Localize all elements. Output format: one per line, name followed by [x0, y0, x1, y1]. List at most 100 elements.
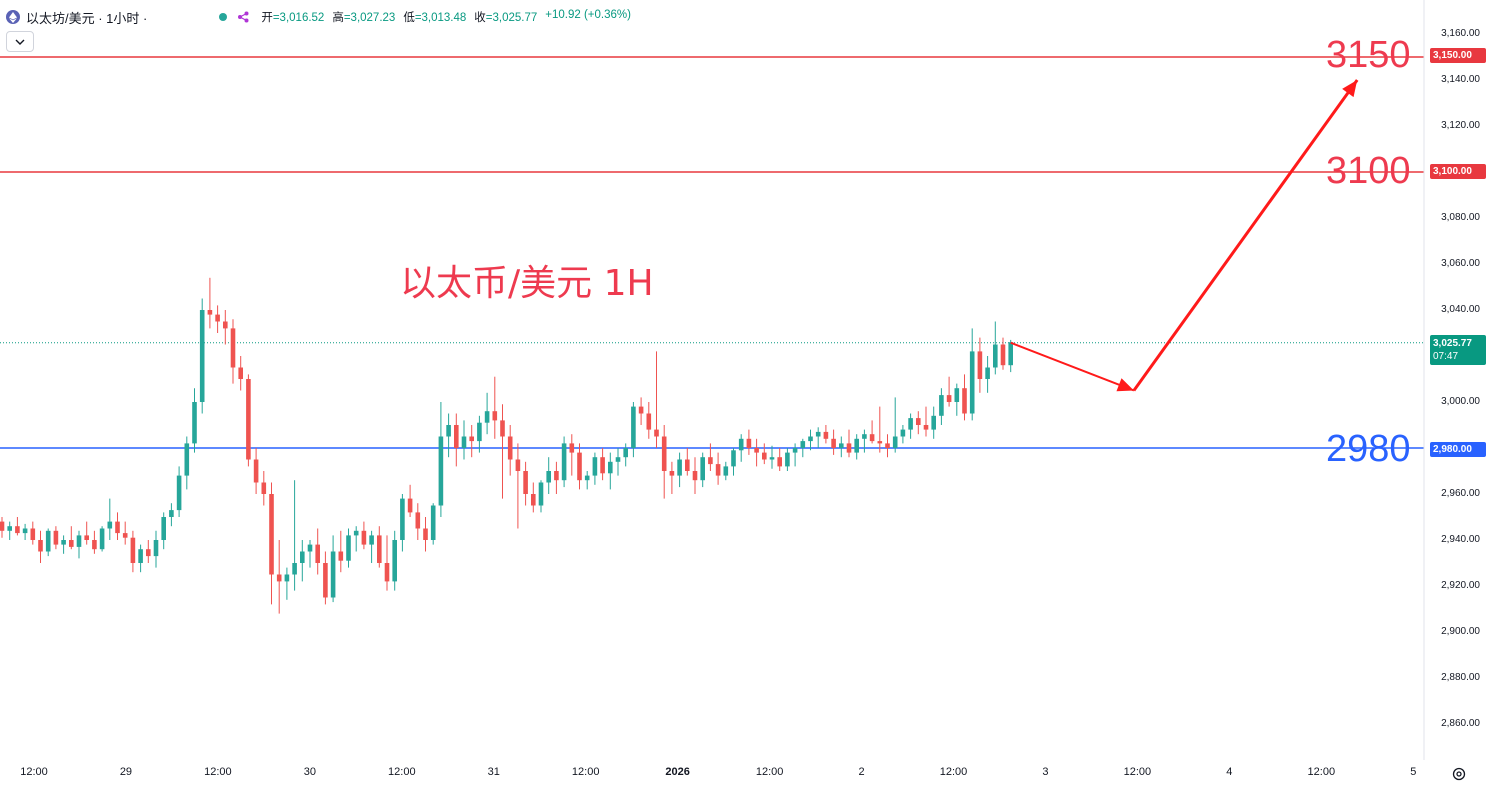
candle[interactable]	[731, 448, 736, 476]
candle[interactable]	[446, 413, 451, 458]
candle[interactable]	[22, 523, 28, 540]
candle[interactable]	[477, 415, 482, 453]
candle[interactable]	[954, 383, 960, 416]
candle[interactable]	[831, 429, 836, 455]
candle[interactable]	[777, 448, 782, 471]
candle[interactable]	[800, 438, 806, 458]
candle[interactable]	[792, 443, 798, 467]
candle[interactable]	[146, 540, 151, 563]
candle[interactable]	[92, 530, 97, 554]
candle[interactable]	[107, 498, 113, 540]
collapse-legend-button[interactable]	[6, 31, 34, 52]
candle[interactable]	[900, 425, 906, 444]
candle[interactable]	[846, 429, 852, 458]
candle[interactable]	[977, 337, 983, 393]
candle[interactable]	[246, 374, 251, 467]
candle[interactable]	[384, 535, 390, 591]
candle[interactable]	[130, 530, 136, 573]
candle[interactable]	[985, 356, 990, 393]
candle[interactable]	[30, 521, 36, 545]
candle[interactable]	[361, 521, 367, 550]
candle[interactable]	[484, 392, 490, 435]
candle[interactable]	[916, 411, 921, 435]
candle[interactable]	[1000, 337, 1006, 370]
candle[interactable]	[76, 530, 82, 559]
candle[interactable]	[253, 448, 259, 494]
candle[interactable]	[608, 452, 613, 490]
candle[interactable]	[423, 517, 428, 552]
candle[interactable]	[430, 503, 436, 545]
candle[interactable]	[815, 427, 821, 448]
candle[interactable]	[554, 461, 559, 494]
candle[interactable]	[122, 521, 128, 545]
candle[interactable]	[215, 305, 220, 333]
candle[interactable]	[892, 397, 898, 453]
candle[interactable]	[962, 374, 967, 421]
candle[interactable]	[569, 434, 575, 476]
candle[interactable]	[369, 530, 374, 563]
candle[interactable]	[469, 425, 474, 458]
candle[interactable]	[708, 443, 713, 471]
candle[interactable]	[592, 452, 598, 485]
candle[interactable]	[785, 448, 790, 471]
candle[interactable]	[38, 530, 43, 563]
candle[interactable]	[61, 535, 66, 554]
candle[interactable]	[546, 457, 551, 494]
candle[interactable]	[623, 443, 628, 467]
candle[interactable]	[692, 457, 698, 494]
candle[interactable]	[523, 461, 528, 506]
candle[interactable]	[638, 397, 644, 425]
candle[interactable]	[338, 530, 344, 573]
candle[interactable]	[685, 448, 690, 476]
candle[interactable]	[461, 420, 467, 460]
candle[interactable]	[769, 445, 775, 469]
candle[interactable]	[438, 402, 444, 517]
candle[interactable]	[500, 404, 505, 499]
candle[interactable]	[615, 448, 621, 476]
candle[interactable]	[45, 528, 51, 557]
chart-settings-button[interactable]	[1450, 765, 1468, 783]
candle[interactable]	[700, 452, 705, 488]
candle[interactable]	[577, 443, 582, 490]
candle[interactable]	[507, 425, 513, 476]
candle[interactable]	[1008, 339, 1013, 373]
candle[interactable]	[754, 438, 759, 467]
candle[interactable]	[600, 448, 605, 481]
candle[interactable]	[908, 413, 913, 439]
candle[interactable]	[392, 530, 397, 591]
candle[interactable]	[284, 567, 290, 600]
candle[interactable]	[931, 406, 936, 439]
candle[interactable]	[869, 420, 875, 444]
candle[interactable]	[153, 530, 159, 568]
candle[interactable]	[0, 517, 5, 538]
candle[interactable]	[762, 443, 767, 465]
candle[interactable]	[823, 425, 829, 444]
candle[interactable]	[169, 503, 174, 527]
candle[interactable]	[969, 328, 975, 421]
candle[interactable]	[492, 376, 498, 439]
candle[interactable]	[631, 402, 636, 458]
candle[interactable]	[923, 406, 929, 437]
candle[interactable]	[230, 319, 236, 384]
candle[interactable]	[939, 388, 944, 425]
candle[interactable]	[300, 540, 305, 582]
candle[interactable]	[677, 452, 682, 488]
candle[interactable]	[885, 434, 890, 458]
candle[interactable]	[654, 351, 659, 448]
candle[interactable]	[584, 471, 590, 490]
candle[interactable]	[307, 540, 313, 568]
candle[interactable]	[199, 298, 205, 414]
share-icon[interactable]	[237, 11, 249, 23]
candle[interactable]	[238, 356, 243, 391]
candle[interactable]	[315, 528, 320, 575]
candle[interactable]	[415, 503, 421, 540]
candle[interactable]	[261, 471, 267, 506]
candle[interactable]	[223, 310, 228, 345]
candle[interactable]	[353, 526, 359, 552]
candle[interactable]	[138, 544, 143, 573]
candle[interactable]	[661, 425, 667, 499]
candle[interactable]	[69, 526, 74, 550]
candle[interactable]	[161, 512, 166, 550]
candle[interactable]	[646, 402, 652, 439]
